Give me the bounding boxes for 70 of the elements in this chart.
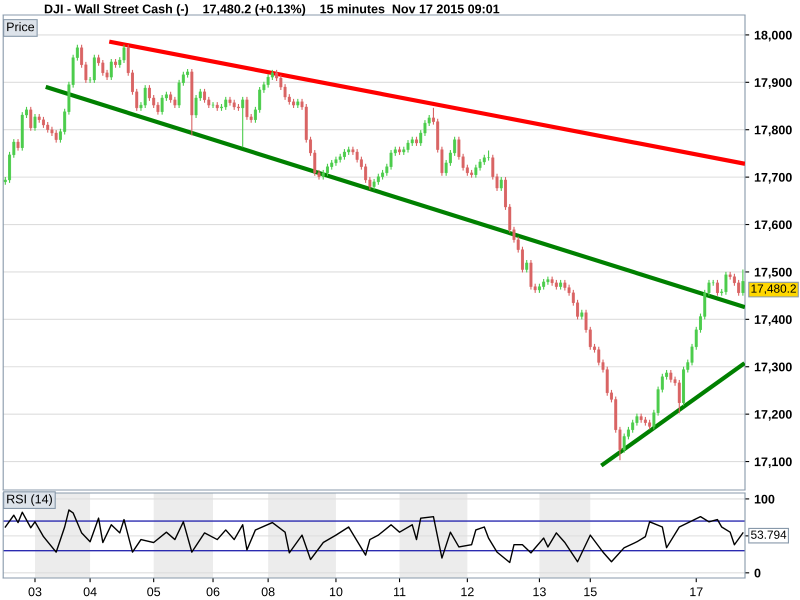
x-tick-label: 08 (262, 587, 275, 596)
candlestick (500, 177, 503, 191)
candlestick (482, 154, 486, 165)
candlestick (631, 420, 634, 433)
x-tick-label: 12 (461, 587, 474, 596)
candlestick (34, 114, 36, 131)
candlestick (29, 106, 32, 131)
y-tick-label: 17,800 (754, 126, 792, 136)
candlestick (724, 272, 728, 295)
candlestick (372, 178, 376, 190)
candlestick (678, 380, 681, 414)
candlestick (101, 60, 104, 76)
candlestick (266, 74, 270, 88)
x-tick-label: 15 (584, 587, 597, 596)
x-tick-label: 13 (533, 587, 546, 596)
y-tick-label: 0 (754, 568, 760, 578)
candlestick (563, 280, 566, 291)
candlestick (173, 96, 176, 108)
annotation: Price (7, 22, 34, 32)
y-tick-label: 100 (754, 494, 774, 504)
candlestick (92, 54, 96, 83)
y-tick-label: 17,500 (754, 268, 792, 278)
candlestick (525, 260, 528, 272)
candlestick (110, 59, 113, 80)
y-tick-label: 18,000 (754, 30, 792, 42)
candlestick (232, 100, 236, 110)
y-tick-label: 17,400 (754, 315, 792, 326)
text: 53.794 (751, 530, 786, 539)
candlestick (54, 130, 58, 143)
candlestick (622, 434, 626, 453)
x-tick-label: 04 (84, 587, 97, 596)
candlestick (16, 139, 20, 151)
x-tick-label: 17 (690, 587, 703, 596)
candlestick (160, 95, 164, 115)
y-tick-label: 17,200 (754, 410, 792, 421)
candlestick (169, 92, 172, 103)
x-tick-label: 03 (28, 587, 42, 596)
chart-title: DJI - Wall Street Cash (-) 17,480.2 (+0.13%) 15 minutes Nov 17 2015 09:01 (44, 4, 500, 16)
candlestick (356, 149, 359, 163)
candlestick (364, 164, 368, 183)
candlestick (741, 269, 744, 296)
candlestick (194, 95, 198, 118)
candlestick (216, 102, 219, 111)
candlestick (144, 85, 147, 108)
x-tick-label: 06 (206, 587, 220, 596)
candlestick (203, 88, 206, 103)
candlestick (716, 280, 719, 296)
candlestick (737, 280, 740, 296)
x-tick-label: 10 (330, 587, 342, 596)
y-tick-label: 17,100 (754, 457, 792, 468)
y-tick-label: 17,700 (754, 172, 792, 184)
candlestick (474, 164, 478, 178)
candlestick (635, 414, 638, 426)
candlestick (669, 370, 672, 382)
x-tick-label: 11 (394, 587, 406, 596)
candlestick (542, 278, 546, 290)
candlestick (46, 122, 50, 133)
x-tick-label: 05 (147, 587, 160, 596)
text: 17,480.2 (751, 284, 796, 294)
line-series (4, 509, 744, 564)
y-tick-label: 17,300 (754, 362, 792, 374)
annotation: RSI (14) (7, 494, 52, 506)
y-tick-label: 17,900 (754, 78, 792, 89)
candlestick (376, 174, 380, 185)
candlestick (402, 146, 406, 155)
y-tick-label: 17,600 (754, 220, 792, 231)
candlestick (212, 102, 215, 108)
candlestick (224, 96, 228, 110)
candlestick (410, 136, 414, 146)
candlestick (241, 96, 244, 148)
